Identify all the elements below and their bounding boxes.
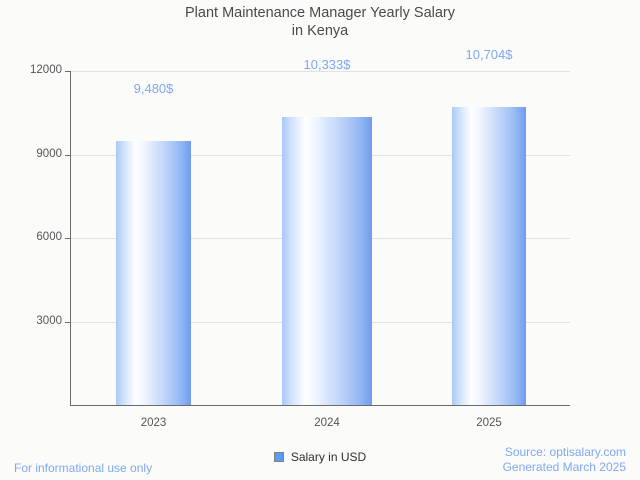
bar-2024[interactable] <box>282 117 372 405</box>
y-tick-mark <box>65 71 70 72</box>
footer-source-line: Source: optisalary.com <box>504 445 626 459</box>
legend-swatch-icon <box>273 452 284 462</box>
y-tick-mark <box>65 154 70 156</box>
chart-title-line-1: Plant Maintenance Manager Yearly Salary <box>184 5 456 21</box>
y-tick-label-6000: 6000 <box>36 231 62 243</box>
x-axis-line <box>70 405 570 406</box>
legend-label-salary: Salary in USD <box>290 450 367 464</box>
chart-legend: Salary in USD <box>0 450 640 464</box>
footer-generated-line: Generated March 2025 <box>502 460 626 474</box>
chart-title: Plant Maintenance Manager Yearly Salary … <box>0 4 640 40</box>
bar-group-2023[interactable]: 9,480$ 2023 <box>116 71 191 429</box>
footer-disclaimer: For informational use only <box>14 461 153 475</box>
bars-layer: 9,480$ 2023 10,333$ 2024 10,704$ 2025 <box>70 47 570 429</box>
bar-group-2024[interactable]: 10,333$ 2024 <box>282 57 372 429</box>
gridline <box>70 71 570 72</box>
y-axis-line <box>70 71 71 405</box>
bar-value-label-2024: 10,333$ <box>303 57 351 73</box>
y-tick-label-3000: 3000 <box>36 314 62 327</box>
y-tick-mark <box>65 238 70 239</box>
bar-2023[interactable] <box>116 141 191 405</box>
y-tick-label-9000: 9000 <box>36 147 62 160</box>
chart-title-line-2: in Kenya <box>291 23 349 39</box>
bar-group-2025[interactable]: 10,704$ 2025 <box>452 47 526 429</box>
bar-2025[interactable] <box>452 107 526 405</box>
bar-value-label-2025: 10,704$ <box>465 47 513 63</box>
x-tick-label-2024: 2024 <box>314 417 340 429</box>
x-tick-label-2023: 2023 <box>140 417 167 429</box>
y-tick-label-12000: 12000 <box>30 64 62 76</box>
x-tick-label-2025: 2025 <box>476 417 502 429</box>
footer-source: Source: optisalary.com Generated March 2… <box>503 445 626 475</box>
y-tick-mark <box>65 321 70 323</box>
bar-value-label-2023: 9,480$ <box>133 81 174 97</box>
